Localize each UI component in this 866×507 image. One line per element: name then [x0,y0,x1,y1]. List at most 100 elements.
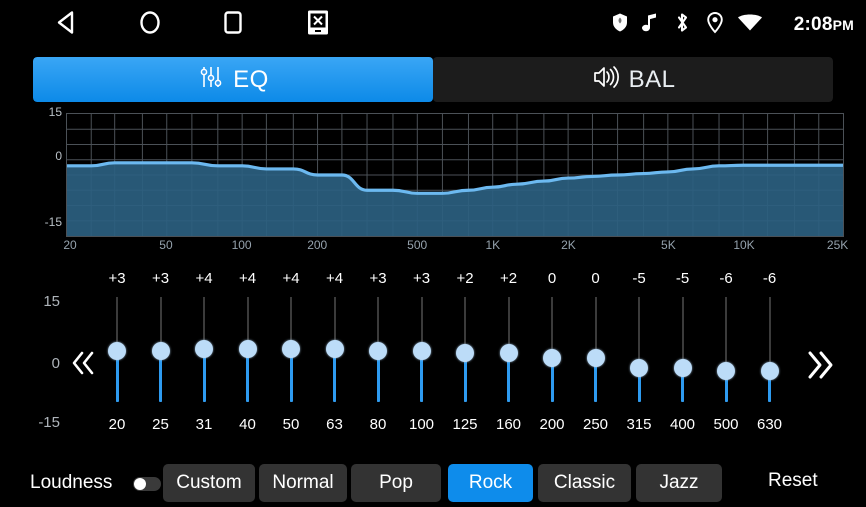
eq-band[interactable]: +4 63 [313,270,357,445]
eq-band[interactable]: +3 100 [400,270,444,445]
eq-band-thumb[interactable] [456,344,474,363]
bottom-bar: Loudness Custom Normal Pop Rock Classic Jazz … [0,458,866,507]
eq-band-frequency: 250 [582,416,609,433]
eq-band-fill [550,357,554,402]
eq-band-thumb[interactable] [369,342,387,360]
eq-band[interactable]: +3 80 [356,270,400,445]
eq-band-thumb[interactable] [282,339,300,358]
graph-x-tick: 5K [661,238,676,252]
eq-band[interactable]: +4 50 [269,270,313,445]
eq-y-label-mid: 0 [51,355,60,372]
eq-band-frequency: 40 [239,416,256,433]
eq-band-value: +4 [282,270,300,287]
eq-band[interactable]: -6 630 [748,270,792,445]
graph-x-tick: 25K [826,238,849,252]
shield-icon [611,13,629,38]
eq-band-frequency: 50 [282,416,300,433]
eq-band-track[interactable] [768,297,771,402]
preset-normal-button[interactable]: Normal [259,464,347,502]
eq-band-value: -6 [762,270,777,287]
eq-band-thumb[interactable] [108,342,126,360]
eq-band-frequency: 63 [326,416,343,433]
graph-x-tick: 500 [407,238,428,252]
loudness-label: Loudness [30,472,113,493]
eq-band-value: +3 [108,270,126,287]
graph-x-axis: 20 50 100 200 500 1K 2K 5K 10K 25K [62,238,848,254]
eq-band-track[interactable] [681,297,684,402]
eq-band-thumb[interactable] [151,342,170,360]
eq-band[interactable]: +2 125 [443,270,487,445]
eq-band-fill [333,348,336,402]
eq-band[interactable]: +3 25 [139,270,183,445]
eq-band-frequency: 125 [452,416,478,433]
eq-band[interactable]: +2 160 [487,270,531,445]
eq-band-value: 0 [547,270,557,287]
eq-band-thumb[interactable] [586,348,605,367]
eq-band-fill [115,351,119,402]
chevron-double-right-icon[interactable] [800,348,836,388]
eq-band-frequency: 400 [669,416,696,433]
chevron-double-left-icon[interactable] [66,348,98,384]
eq-band-list: +3 20 +3 25 +4 31 +4 40 +4 50 +4 [95,270,795,445]
eq-band-fill [463,353,467,402]
preset-classic-button[interactable]: Classic [538,464,631,502]
eq-band-track[interactable] [725,297,727,402]
preset-pop-button[interactable]: Pop [351,464,441,502]
loudness-toggle-knob [134,478,146,490]
eq-band-thumb[interactable] [195,339,213,358]
status-bar: 2:08PM [0,0,866,50]
tab-bal-label: BAL [628,65,676,93]
preset-custom-button[interactable]: Custom [163,464,255,502]
graph-y-axis: 15 0 -15 [22,105,62,238]
eq-band-frequency: 315 [626,416,652,433]
graph-y-label-bottom: -15 [44,215,62,229]
graph-x-tick: 1K [485,238,501,252]
eq-band-thumb[interactable] [412,342,431,360]
eq-band-frequency: 31 [195,416,213,433]
eq-band[interactable]: -5 400 [661,270,705,445]
preset-rock-button[interactable]: Rock [448,464,533,502]
eq-band-thumb[interactable] [673,359,692,378]
eq-band-thumb[interactable] [630,359,648,378]
graph-x-tick: 50 [159,238,173,252]
recents-icon[interactable] [218,8,248,43]
eq-band-fill [159,351,162,402]
eq-response-graph: 15 0 -15 20 50 100 200 500 1K 2K 5K 10K 25K [22,105,849,255]
reset-button[interactable]: Reset [768,470,818,491]
back-icon[interactable] [52,8,82,43]
eq-band-track[interactable] [638,297,640,402]
preset-jazz-button[interactable]: Jazz [636,464,722,502]
eq-band-thumb[interactable] [325,339,344,358]
home-icon[interactable] [135,8,165,43]
eq-band[interactable]: -5 315 [617,270,661,445]
tab-bal[interactable]: BAL [433,57,833,102]
eq-band-value: -5 [675,270,690,287]
eq-band[interactable]: 0 250 [574,270,618,445]
eq-band[interactable]: -6 500 [704,270,748,445]
eq-band-thumb[interactable] [238,339,257,358]
graph-svg [67,114,843,236]
loudness-toggle[interactable] [133,477,161,491]
screenshot-icon[interactable] [302,7,334,44]
eq-band[interactable]: +4 31 [182,270,226,445]
eq-band-value: +4 [238,270,257,287]
clock-ampm: PM [832,17,854,33]
location-icon [706,12,724,39]
eq-band[interactable]: +3 20 [95,270,139,445]
eq-band-thumb[interactable] [543,348,561,367]
tab-eq[interactable]: EQ [33,57,433,102]
speaker-waves-icon [591,63,621,96]
eq-band-thumb[interactable] [717,361,735,380]
eq-band-thumb[interactable] [499,344,518,363]
eq-band-fill [289,348,293,402]
eq-band-frequency: 200 [539,416,565,433]
eq-band-frequency: 630 [756,416,783,433]
eq-band-value: 0 [591,270,600,287]
eq-band-thumb[interactable] [760,361,779,380]
eq-band[interactable]: +4 40 [226,270,270,445]
eq-band-value: +4 [325,270,344,287]
music-note-icon [641,12,659,39]
eq-band-value: +3 [369,270,387,287]
eq-band-frequency: 80 [369,416,387,433]
eq-band[interactable]: 0 200 [530,270,574,445]
